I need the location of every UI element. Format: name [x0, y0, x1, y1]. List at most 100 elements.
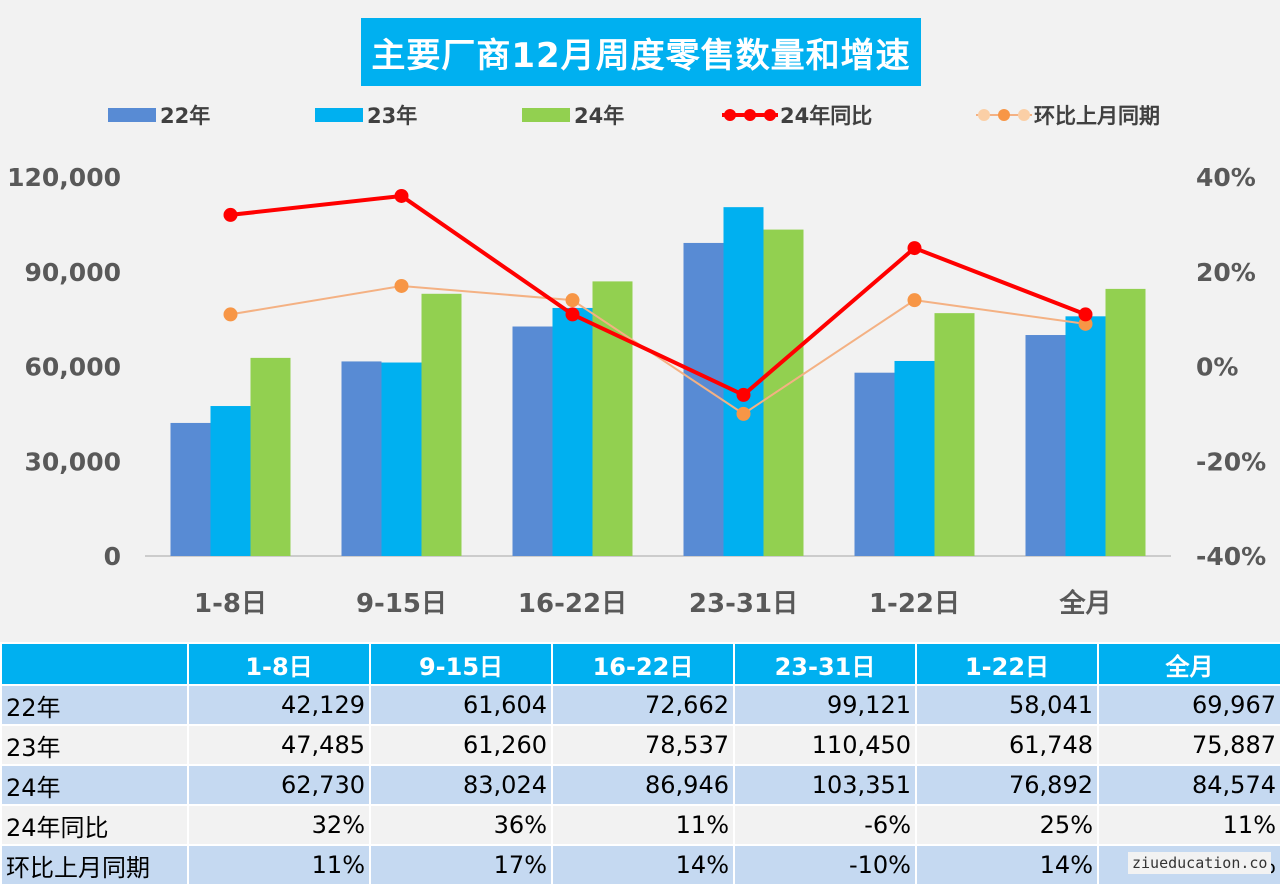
row-label: 24年同比 [0, 804, 189, 846]
y-right-tick-label: -20% [1196, 447, 1266, 476]
table-header-cell: 23-31日 [733, 642, 917, 686]
table-cell: 103,351 [733, 764, 917, 806]
bar [210, 406, 251, 556]
table-row: 24年 62,730 83,024 86,946 103,351 76,892 … [0, 764, 1280, 806]
y-right-tick-label: -40% [1196, 542, 1266, 571]
y-right-tick-label: 40% [1196, 163, 1256, 192]
bar [552, 307, 593, 556]
chart-title: 主要厂商12月周度零售数量和增速 [361, 18, 921, 86]
table-cell: 61,748 [915, 724, 1099, 766]
table-cell: 11% [187, 844, 371, 886]
table-header-cell [0, 642, 189, 686]
y-left-tick-label: 0 [104, 542, 121, 571]
table-cell: 86,946 [551, 764, 735, 806]
table-row: 22年 42,129 61,604 72,662 99,121 58,041 6… [0, 684, 1280, 726]
row-label: 22年 [0, 684, 189, 726]
table-cell: 78,537 [551, 724, 735, 766]
y-left-tick-label: 30,000 [25, 447, 121, 476]
table-cell: 69,967 [1097, 684, 1280, 726]
bar [1065, 316, 1106, 556]
y-left-tick-label: 90,000 [25, 258, 121, 287]
table-cell: 11% [551, 804, 735, 846]
y-right-tick-label: 0% [1196, 353, 1238, 382]
table-header-cell: 9-15日 [369, 642, 553, 686]
row-label: 环比上月同期 [0, 844, 189, 886]
table-cell: 76,892 [915, 764, 1099, 806]
table-cell: 99,121 [733, 684, 917, 726]
chart-legend: 22年 23年 24年 24年同比 环比上月 [0, 100, 1280, 130]
bar [854, 372, 895, 556]
table-cell: 47,485 [187, 724, 371, 766]
legend-item-24: 24年 [522, 100, 624, 130]
bar [512, 326, 553, 556]
bar [763, 229, 804, 557]
table-cell: 84,574 [1097, 764, 1280, 806]
bar [592, 281, 633, 556]
bar [1025, 335, 1066, 556]
bar [683, 242, 724, 556]
legend-line-yoy [722, 109, 778, 121]
bar [381, 362, 422, 556]
table-cell: 11% [1097, 804, 1280, 846]
table-header-cell: 全月 [1097, 642, 1280, 686]
table-cell: 14% [915, 844, 1099, 886]
table-row: 24年同比 32% 36% 11% -6% 25% 11% [0, 804, 1280, 846]
x-tick-label: 全月 [1058, 588, 1111, 619]
legend-swatch-24 [522, 108, 570, 122]
table-cell: 17% [369, 844, 553, 886]
table-cell: 83,024 [369, 764, 553, 806]
data-table: 1-8日 9-15日 16-22日 23-31日 1-22日 全月 22年 42… [0, 642, 1280, 886]
table-cell: 58,041 [915, 684, 1099, 726]
chart-area: 0 30,000 60,000 90,000 120,000 -40% -20% 0% 20% 4… [0, 18, 1280, 619]
legend-label-22: 22年 [160, 104, 211, 128]
legend-swatch-23 [315, 108, 363, 122]
table-cell: 61,260 [369, 724, 553, 766]
chart-canvas: 0 30,000 60,000 90,000 120,000 -40% -20% 0% 20% 4… [7, 163, 1266, 619]
line-marker [907, 293, 922, 308]
y-left-tick-label: 60,000 [25, 353, 121, 382]
line-yoy [230, 193, 1087, 397]
line-marker [394, 188, 409, 203]
bar [1105, 288, 1146, 556]
x-tick-label: 1-8日 [194, 589, 267, 619]
table-cell: -10% [733, 844, 917, 886]
legend-label-mom: 环比上月同期 [1034, 104, 1160, 128]
table-header-cell: 1-22日 [915, 642, 1099, 686]
bar [341, 361, 382, 556]
bar [170, 422, 211, 556]
line-marker [907, 241, 922, 256]
table-cell: 36% [369, 804, 553, 846]
table-cell: 14% [551, 844, 735, 886]
row-label: 23年 [0, 724, 189, 766]
legend-label-24: 24年 [574, 104, 625, 128]
legend-item-22: 22年 [108, 100, 210, 130]
bar [421, 293, 462, 556]
line-marker [565, 293, 580, 308]
x-tick-label: 9-15日 [356, 589, 447, 619]
watermark: ziueducation.co [1128, 852, 1272, 874]
table-cell: -6% [733, 804, 917, 846]
bar [250, 357, 291, 556]
line-marker [1078, 307, 1093, 322]
table-header-row: 1-8日 9-15日 16-22日 23-31日 1-22日 全月 [0, 642, 1280, 686]
table-row: 23年 47,485 61,260 78,537 110,450 61,748 … [0, 724, 1280, 766]
table-header-cell: 1-8日 [187, 642, 371, 686]
x-tick-label: 23-31日 [689, 589, 798, 619]
legend-swatch-22 [108, 108, 156, 122]
legend-line-mom [976, 109, 1032, 121]
table-cell: 110,450 [733, 724, 917, 766]
legend-item-mom: 环比上月同期 [976, 100, 1160, 130]
table-cell: 42,129 [187, 684, 371, 726]
line-mom [230, 284, 1086, 415]
line-marker [736, 406, 751, 421]
line-marker [565, 307, 580, 322]
table-cell: 75,887 [1097, 724, 1280, 766]
legend-item-23: 23年 [315, 100, 417, 130]
table-cell: 61,604 [369, 684, 553, 726]
table-cell: 32% [187, 804, 371, 846]
x-tick-label: 16-22日 [518, 589, 627, 619]
line-marker [223, 307, 238, 322]
legend-label-23: 23年 [367, 104, 418, 128]
line-marker [394, 278, 409, 293]
table-header-cell: 16-22日 [551, 642, 735, 686]
